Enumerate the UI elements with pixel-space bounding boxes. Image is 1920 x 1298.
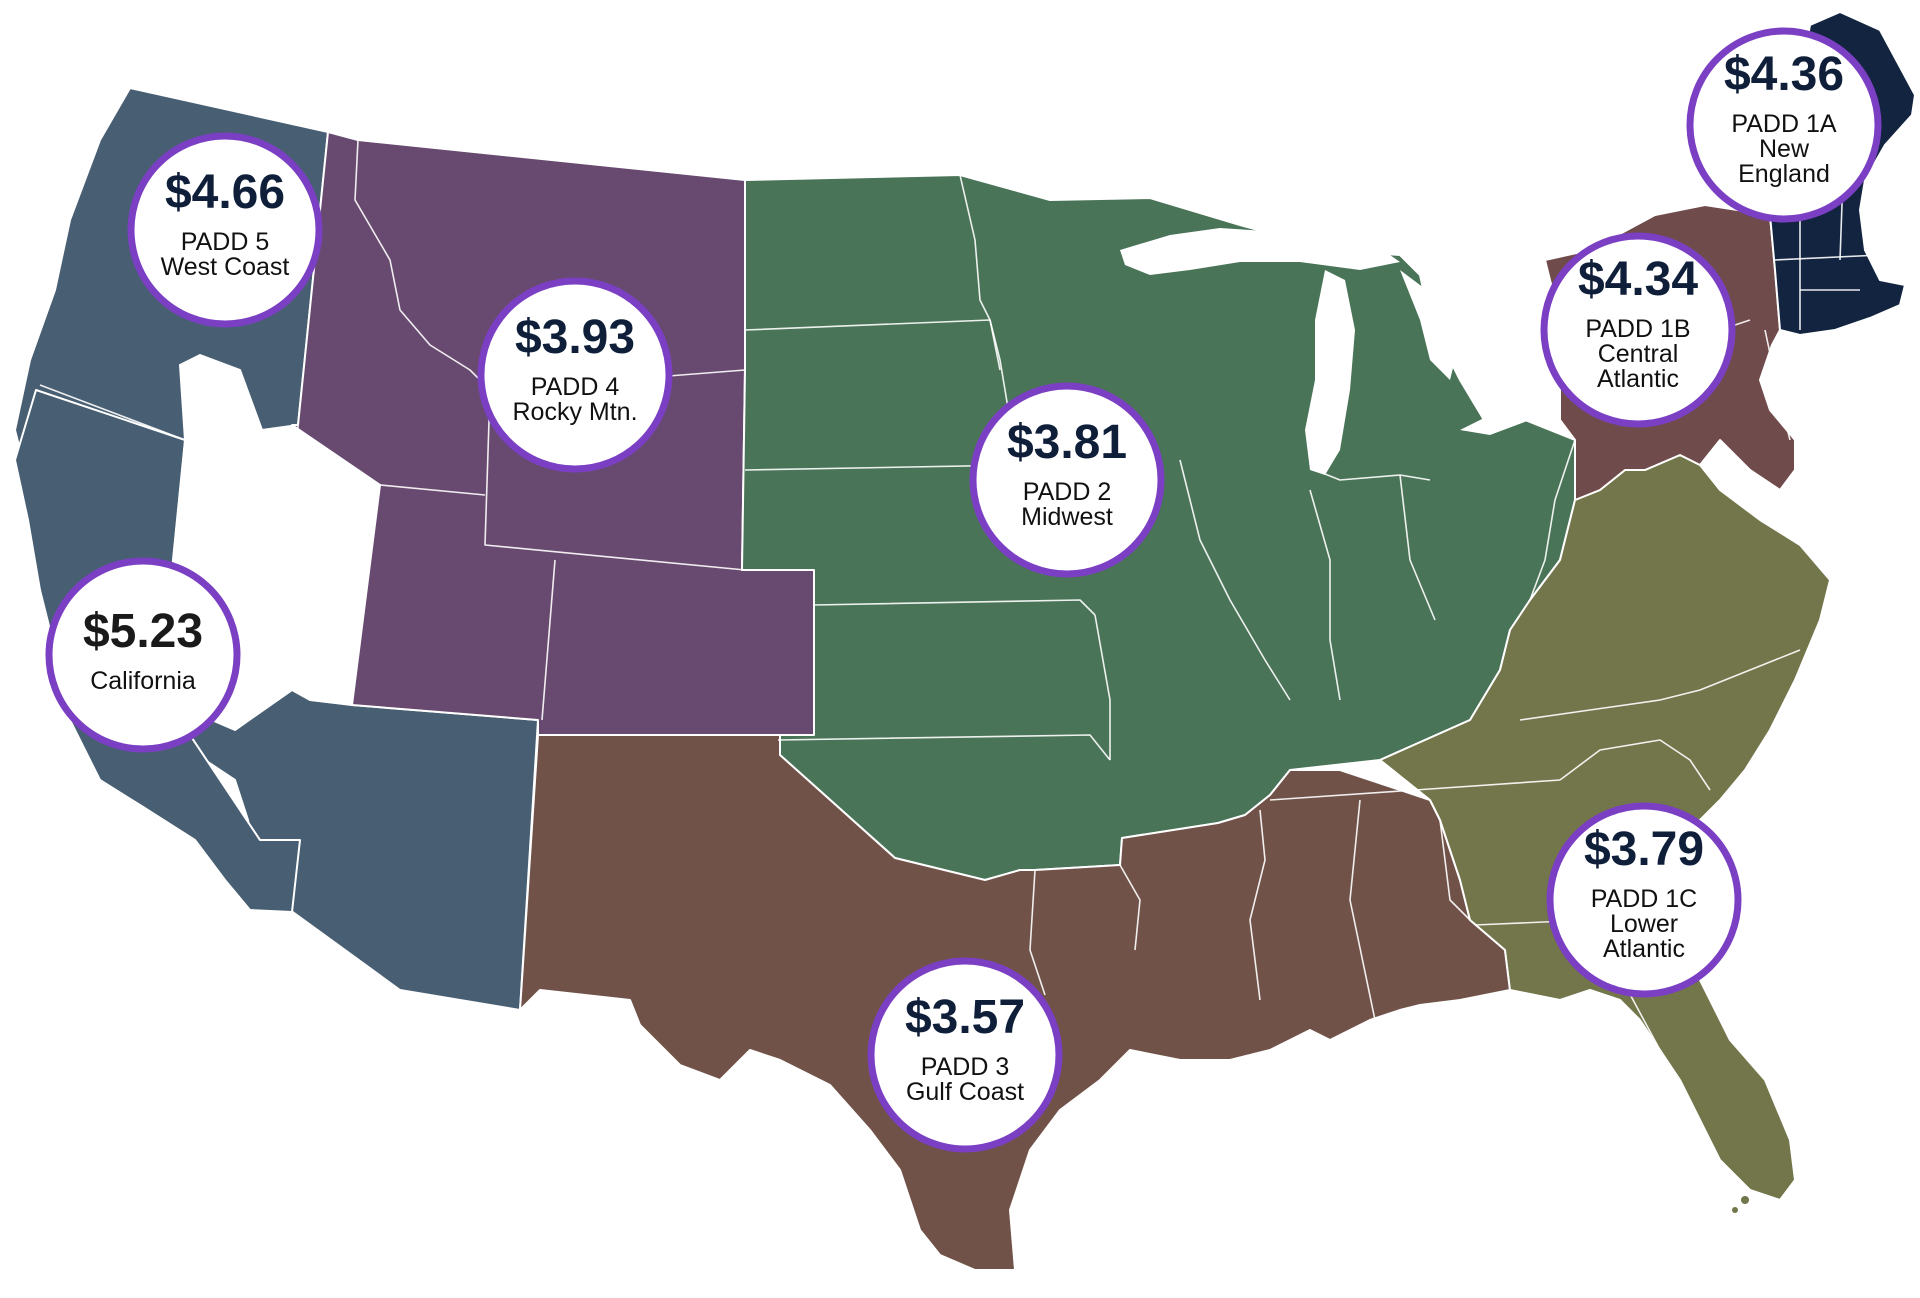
region-label-line: PADD 3 [921, 1053, 1009, 1081]
price-value: $3.57 [905, 991, 1025, 1044]
state-borders [39, 119, 1881, 1051]
price-value: $3.81 [1007, 416, 1127, 469]
region-label-line: Lower [1610, 910, 1678, 938]
badge-ring [1540, 232, 1736, 428]
region-label-line: Midwest [1021, 503, 1113, 531]
badge-california: $5.23 California [45, 557, 241, 753]
region-label-line: California [90, 667, 196, 695]
region-label-line: England [1738, 160, 1830, 188]
region-label-line: PADD 2 [1023, 478, 1111, 506]
lake-huron [1400, 270, 1460, 380]
badge-ring [867, 957, 1063, 1153]
badge-ring [45, 557, 241, 753]
region-label-line: PADD 5 [181, 228, 269, 256]
lake-erie [1460, 395, 1560, 435]
region-label-line: PADD 1B [1585, 315, 1690, 343]
region-label-line: PADD 1C [1591, 885, 1698, 913]
badge-ring [969, 382, 1165, 578]
region-label-line: Atlantic [1603, 935, 1685, 963]
badge-ring [1686, 27, 1882, 223]
region-label-line: Rocky Mtn. [512, 398, 637, 426]
region-label-line: PADD 1A [1731, 110, 1836, 138]
region-padd5 [14, 87, 539, 1011]
region-label-line: Gulf Coast [906, 1078, 1024, 1106]
lake-michigan [1305, 270, 1355, 475]
price-value: $4.34 [1578, 253, 1698, 306]
price-value: $3.79 [1584, 823, 1704, 876]
region-label-line: Atlantic [1597, 365, 1679, 393]
region-label-line: West Coast [161, 253, 290, 281]
price-value: $4.36 [1724, 48, 1844, 101]
badge-ring [477, 277, 673, 473]
region-label-line: New [1759, 135, 1810, 163]
price-value: $3.93 [515, 311, 635, 364]
region-label-line: PADD 4 [531, 373, 620, 401]
price-value: $4.66 [165, 166, 285, 219]
region-label-line: Central [1598, 340, 1679, 368]
coastal-islands [136, 115, 1884, 1213]
badge-ring [1546, 802, 1742, 998]
badge-ring [127, 132, 323, 328]
price-value: $5.23 [83, 605, 203, 658]
lake-superior [1120, 228, 1400, 275]
